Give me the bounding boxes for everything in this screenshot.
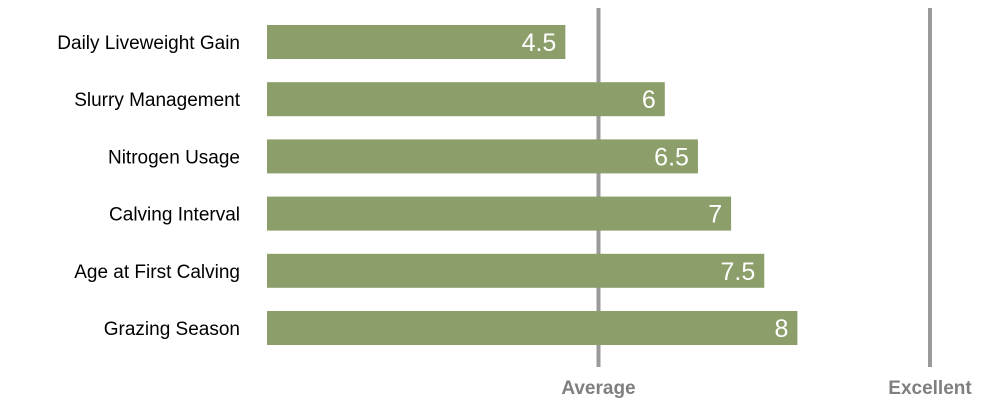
bar-value-label: 6.5	[654, 143, 689, 171]
category-labels: Daily Liveweight Gain Slurry Management Ni…	[57, 33, 240, 340]
category-label: Grazing Season	[104, 319, 240, 340]
bar-value-labels: 4.5 6 6.5 7 7.5 8	[522, 29, 789, 343]
bar-value-label: 4.5	[522, 29, 557, 57]
bar-value-label: 6	[642, 86, 656, 114]
bars	[267, 25, 798, 345]
category-label: Age at First Calving	[74, 262, 240, 283]
reference-labels: Average Excellent	[561, 378, 972, 399]
bar	[267, 311, 798, 345]
category-label: Nitrogen Usage	[108, 147, 240, 168]
reference-label-excellent: Excellent	[888, 378, 972, 399]
category-label: Daily Liveweight Gain	[57, 33, 240, 54]
category-label: Slurry Management	[74, 90, 241, 111]
bar	[267, 139, 698, 174]
category-label: Calving Interval	[109, 205, 240, 226]
reference-label-average: Average	[561, 378, 635, 399]
reference-lines	[596, 8, 932, 367]
bar	[267, 82, 665, 117]
bar	[267, 25, 566, 59]
bar-value-label: 7	[708, 201, 722, 229]
bar	[267, 196, 732, 231]
bar-value-label: 7.5	[720, 258, 755, 286]
bar-value-label: 8	[774, 315, 788, 343]
bar	[267, 253, 765, 288]
